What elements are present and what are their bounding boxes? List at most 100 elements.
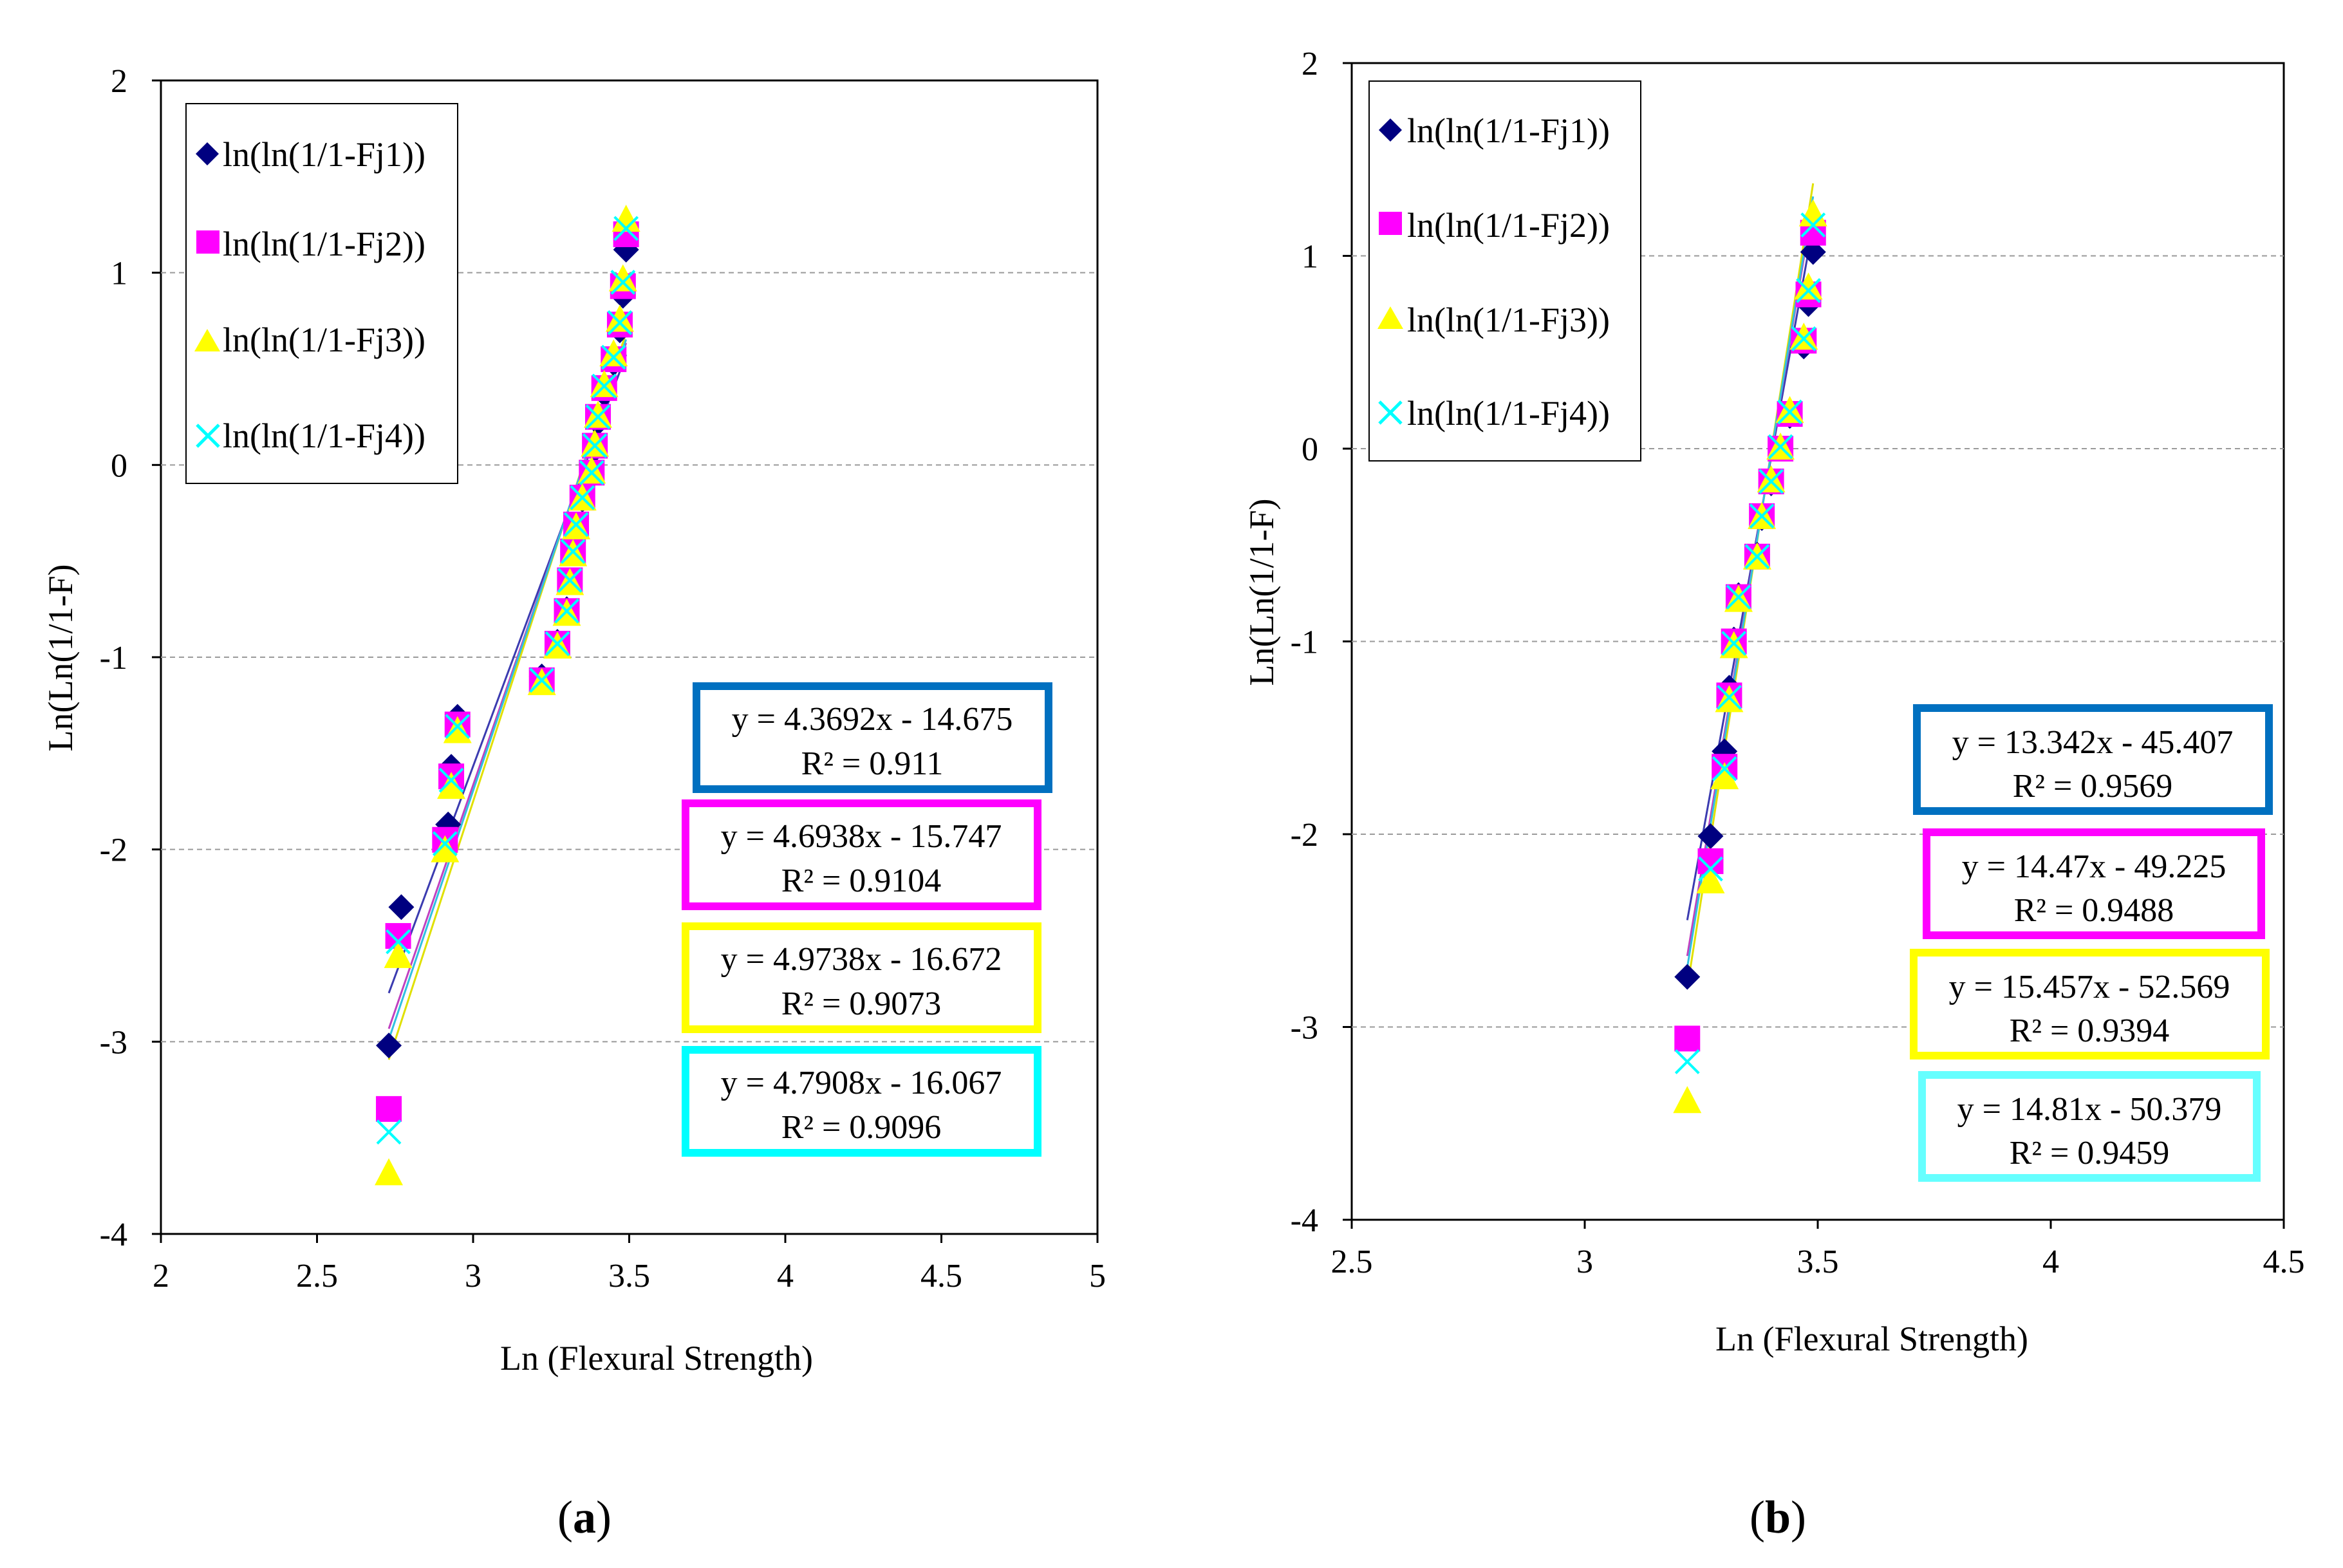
data-point-cross: [445, 714, 471, 739]
data-point-cross: [1744, 544, 1770, 570]
panel-a-data-points: [375, 205, 640, 1186]
y-tick-label: 1: [111, 256, 127, 292]
x-tick-label: 2: [153, 1258, 169, 1294]
data-point-cross: [1698, 856, 1723, 882]
panel-a-legend-box: [185, 103, 458, 484]
data-point-triangle: [599, 339, 628, 367]
panel-b-legend-label-1: ln(ln(1/1-Fj1)): [1407, 111, 1610, 150]
data-point-triangle: [608, 264, 637, 292]
legend-cross-icon: [196, 424, 220, 448]
panel-b-data-points: [1673, 199, 1827, 1114]
r-squared-text: R² = 0.9394: [2010, 1013, 2170, 1049]
data-point-cross: [1777, 399, 1802, 425]
panel-b-legend-label-3: ln(ln(1/1-Fj3)): [1407, 301, 1610, 339]
data-point-triangle: [1696, 866, 1725, 893]
data-point-triangle: [1757, 465, 1786, 492]
data-point-cross: [386, 929, 411, 955]
panel-b-equation-box-4: y = 14.81x - 50.379 R² = 0.9459: [1918, 1071, 2261, 1182]
panel-b-y-axis-ticks: 2 1 0 -1 -2 -3 -4: [1291, 46, 1352, 1239]
panel-a-equation-box-2: y = 4.6938x - 15.747 R² = 0.9104: [682, 799, 1041, 910]
data-point-triangle: [443, 716, 472, 743]
data-point-cross: [582, 433, 608, 458]
legend-diamond-icon: [196, 142, 219, 165]
equation-text: y = 4.3692x - 14.675: [732, 701, 1013, 738]
panel-a-legend-label-2: ln(ln(1/1-Fj2)): [223, 225, 425, 263]
data-point-cross: [1712, 756, 1737, 781]
data-point-triangle: [584, 400, 612, 428]
panel-b-legend-label-4: ln(ln(1/1-Fj4)): [1407, 394, 1610, 433]
data-point-cross: [376, 1119, 402, 1145]
panel-a-x-axis-ticks: 2 2.5 3 3.5 4 4.5 5: [153, 1234, 1106, 1294]
legend-square-icon: [196, 230, 219, 254]
panel-a: 2 1 0 -1 -2 -3 -4 2 2.5 3 3.5 4 4.5 5 ln(ln(1/1-Fj1)…: [41, 63, 1106, 1543]
data-point-cross: [554, 598, 579, 624]
panel-b-y-axis-title: Ln(Ln(1/1-F): [1242, 499, 1281, 686]
panel-a-equation-box-1: y = 4.3692x - 14.675 R² = 0.911: [693, 682, 1052, 793]
panel-a-legend: ln(ln(1/1-Fj1)) ln(ln(1/1-Fj2)) ln(ln(1/…: [185, 103, 458, 484]
x-tick-label: 2.5: [296, 1258, 338, 1294]
data-point-square: [1674, 1025, 1701, 1052]
panel-a-legend-label-1: ln(ln(1/1-Fj1)): [223, 135, 425, 174]
data-point-cross: [1768, 434, 1793, 460]
equation-text: y = 14.81x - 50.379: [1957, 1091, 2222, 1128]
data-point-cross: [1796, 277, 1821, 303]
r-squared-text: R² = 0.9569: [2013, 768, 2173, 805]
x-tick-label: 2.5: [1331, 1244, 1373, 1280]
equation-text: y = 13.342x - 45.407: [1952, 724, 2234, 761]
x-tick-label: 4: [2042, 1244, 2059, 1280]
r-squared-text: R² = 0.9104: [781, 863, 942, 899]
panel-b-equation-box-1: y = 13.342x - 45.407 R² = 0.9569: [1913, 704, 2273, 815]
y-tick-label: 0: [1302, 431, 1318, 468]
x-tick-label: 3.5: [608, 1258, 650, 1294]
equation-text: y = 15.457x - 52.569: [1949, 969, 2230, 1005]
y-tick-label: 2: [111, 63, 127, 100]
y-tick-label: 2: [1302, 46, 1318, 82]
y-tick-label: -1: [100, 640, 127, 677]
data-point-diamond: [388, 894, 415, 920]
data-point-triangle: [375, 1158, 404, 1186]
data-point-cross: [545, 631, 570, 657]
panel-a-x-axis-title: Ln (Flexural Strength): [500, 1339, 813, 1377]
y-tick-label: -1: [1291, 624, 1318, 661]
panel-b-label: (b): [1750, 1491, 1806, 1543]
panel-a-legend-label-3: ln(ln(1/1-Fj3)): [223, 321, 425, 359]
data-point-triangle: [437, 772, 466, 799]
data-point-cross: [610, 270, 636, 295]
data-point-cross: [432, 831, 458, 857]
data-point-cross: [1791, 326, 1816, 351]
data-point-cross: [579, 460, 604, 485]
equation-text: y = 4.6938x - 15.747: [721, 818, 1002, 855]
data-point-triangle: [1775, 396, 1804, 424]
x-tick-label: 3.5: [1797, 1244, 1839, 1280]
panel-a-equation-box-4: y = 4.7908x - 16.067 R² = 0.9096: [682, 1046, 1041, 1157]
data-point-cross: [438, 767, 464, 793]
data-point-diamond: [1697, 823, 1724, 849]
y-tick-label: -2: [100, 832, 127, 869]
data-point-cross: [529, 667, 555, 693]
data-point-cross: [1726, 584, 1751, 610]
r-squared-text: R² = 0.9096: [781, 1109, 942, 1146]
legend-triangle-icon: [194, 329, 220, 351]
legend-cross-icon: [1378, 400, 1403, 425]
data-point-triangle: [1710, 762, 1739, 790]
data-point-triangle: [1673, 1086, 1702, 1114]
panel-b-legend-label-2: ln(ln(1/1-Fj2)): [1407, 206, 1610, 245]
data-point-diamond: [1674, 964, 1701, 990]
data-point-triangle: [577, 456, 606, 484]
panel-b-equation-box-2: y = 14.47x - 49.225 R² = 0.9488: [1923, 828, 2265, 939]
panel-b-x-axis-title: Ln (Flexural Strength): [1715, 1320, 2028, 1358]
data-point-triangle: [581, 429, 610, 457]
legend-diamond-icon: [1379, 118, 1402, 142]
y-tick-label: -4: [1291, 1202, 1318, 1239]
panel-a-label: (a): [557, 1491, 611, 1543]
data-point-cross: [592, 373, 617, 399]
data-point-triangle: [384, 940, 413, 968]
data-point-cross: [607, 310, 633, 335]
y-tick-label: -2: [1291, 817, 1318, 854]
x-tick-label: 4.5: [920, 1258, 962, 1294]
data-point-triangle: [611, 205, 640, 232]
panel-b-x-axis-ticks: 2.5 3 3.5 4 4.5: [1331, 1220, 2305, 1280]
data-point-cross: [1749, 503, 1775, 529]
data-point-cross: [570, 485, 595, 510]
y-tick-label: -3: [100, 1024, 127, 1061]
